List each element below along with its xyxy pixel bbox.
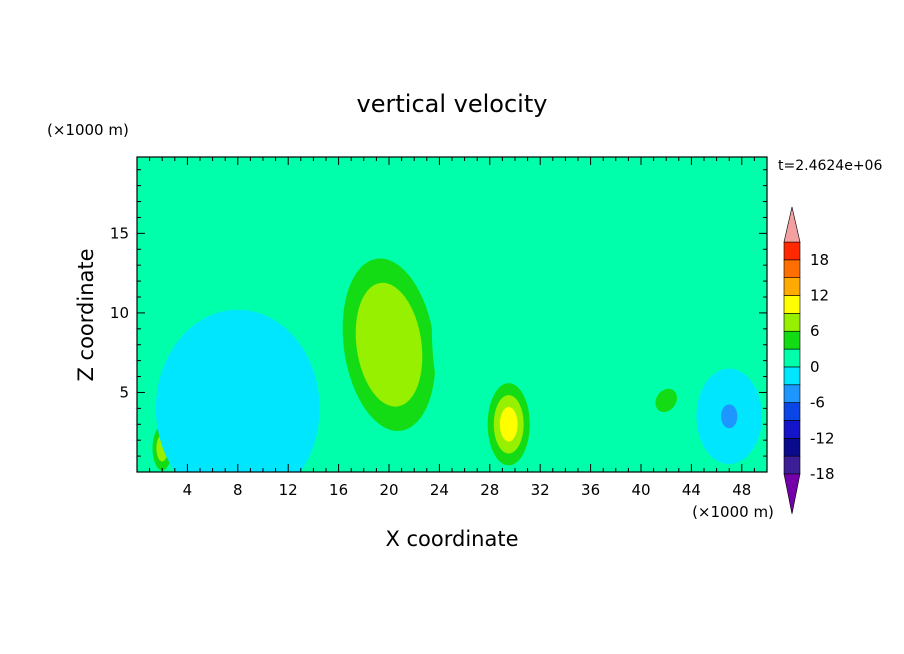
x-axis: 4 8 12 16 20 24 28 32 36 40 44 48 (136, 157, 768, 499)
x-tick-label: 16 (329, 481, 348, 499)
x-tick-label: 48 (732, 481, 751, 499)
colorbar-tick-label: -18 (810, 465, 835, 483)
colorbar-segment (783, 313, 801, 332)
colorbar-segment (783, 295, 801, 314)
colorbar-tick-label: 12 (810, 287, 829, 305)
x-axis-label: X coordinate (385, 527, 518, 551)
x-tick-label: 20 (379, 481, 398, 499)
contour-region (594, 262, 637, 396)
colorbar: 18 12 6 0 -6 -12 -18 (783, 206, 835, 515)
colorbar-max-arrow (783, 206, 801, 243)
colorbar-segment (783, 420, 801, 439)
x-tick-label: 36 (581, 481, 600, 499)
x-tick-label: 24 (430, 481, 449, 499)
colorbar-segment (783, 259, 801, 278)
x-tick-label: 12 (279, 481, 298, 499)
y-axis-label: Z coordinate (74, 248, 98, 381)
contour-fills (148, 166, 762, 472)
colorbar-segment (783, 384, 801, 403)
x-tick-label: 4 (183, 481, 193, 499)
x-tick-label: 28 (480, 481, 499, 499)
colorbar-tick-label: -12 (810, 429, 835, 447)
colorbar-min-arrow (783, 473, 801, 515)
colorbar-segment (783, 455, 801, 475)
colorbar-segment (783, 348, 801, 368)
contour-region (368, 307, 410, 383)
time-label: t=2.4624e+06 (778, 158, 882, 174)
x-unit-label: (×1000 m) (692, 503, 774, 521)
contour-region (499, 406, 518, 442)
colorbar-tick-label: 0 (810, 358, 820, 376)
colorbar-segment (783, 366, 801, 386)
chart-title: vertical velocity (357, 90, 548, 118)
x-tick-label: 40 (631, 481, 650, 499)
colorbar-tick-label: 6 (810, 322, 820, 340)
y-tick-label: 5 (119, 383, 129, 401)
colorbar-tick-label: -6 (810, 394, 825, 412)
x-tick-label: 8 (233, 481, 243, 499)
x-tick-label: 32 (531, 481, 550, 499)
contour-region (655, 388, 677, 413)
colorbar-segment (783, 402, 801, 421)
colorbar-segment (783, 277, 801, 296)
y-tick-label: 10 (110, 304, 129, 322)
contour-region (444, 266, 485, 391)
colorbar-segment (783, 241, 801, 261)
contour-region (433, 166, 673, 237)
colorbar-segment (783, 438, 801, 457)
y-axis: 5 10 15 (110, 169, 767, 473)
x-tick-label: 44 (682, 481, 701, 499)
contour-region (721, 404, 738, 429)
y-tick-label: 15 (110, 224, 129, 242)
contour-region (217, 383, 259, 434)
colorbar-segment (783, 330, 801, 350)
y-unit-label: (×1000 m) (47, 121, 129, 139)
colorbar-tick-label: 18 (810, 251, 829, 269)
